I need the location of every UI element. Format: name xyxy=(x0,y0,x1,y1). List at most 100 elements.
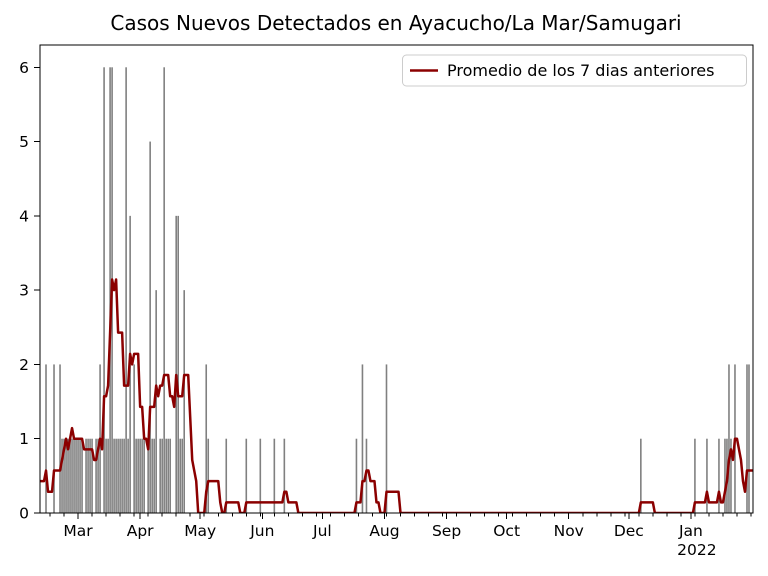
daily-cases-bar xyxy=(69,438,71,513)
daily-cases-bar xyxy=(81,438,83,513)
y-tick-label: 2 xyxy=(19,356,29,374)
daily-cases-bar xyxy=(117,438,119,513)
daily-cases-bar xyxy=(107,438,109,513)
daily-cases-bar xyxy=(61,438,63,513)
daily-cases-bar xyxy=(169,438,171,513)
daily-cases-bar xyxy=(143,438,145,513)
daily-cases-bar xyxy=(385,364,388,513)
daily-cases-bar xyxy=(355,438,358,513)
daily-cases-bar xyxy=(728,364,730,513)
daily-cases-bar xyxy=(77,438,79,513)
daily-cases-bar xyxy=(105,438,107,513)
daily-cases-bar xyxy=(748,364,750,513)
daily-cases-bar xyxy=(127,438,129,513)
daily-cases-bar xyxy=(91,438,93,513)
daily-cases-bar xyxy=(109,67,111,513)
daily-cases-bar xyxy=(73,438,75,513)
daily-cases-bar xyxy=(640,438,642,513)
daily-cases-bar xyxy=(53,364,55,513)
x-tick-label: Mar xyxy=(63,522,93,540)
x-tick-label: Apr xyxy=(127,522,154,540)
x-tick-label: May xyxy=(184,522,216,540)
daily-cases-bar xyxy=(79,438,81,513)
chart-title: Casos Nuevos Detectados en Ayacucho/La M… xyxy=(110,11,681,35)
daily-cases-bar xyxy=(165,438,167,513)
daily-cases-bar xyxy=(175,215,177,513)
daily-cases-bar xyxy=(151,438,153,513)
daily-cases-bar xyxy=(181,438,183,513)
daily-cases-bar xyxy=(89,438,91,513)
x-tick-label: Jan xyxy=(678,522,703,540)
daily-cases-bar xyxy=(113,438,115,513)
daily-cases-bar xyxy=(119,438,121,513)
daily-cases-bar xyxy=(730,438,732,513)
daily-cases-bar xyxy=(85,438,87,513)
daily-cases-bar xyxy=(141,438,143,513)
plot-border xyxy=(39,44,754,514)
legend: Promedio de los 7 dias anteriores xyxy=(402,54,747,87)
daily-cases-bar xyxy=(103,67,105,513)
daily-cases-bar xyxy=(63,438,65,513)
x-tick-label: Nov xyxy=(554,522,584,540)
x-tick-label: Jul xyxy=(312,522,332,540)
daily-cases-bar xyxy=(97,438,99,513)
daily-cases-bar xyxy=(45,364,47,513)
daily-cases-bar xyxy=(694,438,696,513)
daily-cases-bar xyxy=(183,290,185,513)
daily-cases-bar xyxy=(718,438,720,513)
y-tick-label: 6 xyxy=(19,59,29,77)
daily-cases-bar xyxy=(205,364,208,513)
daily-cases-bar xyxy=(207,438,210,513)
y-tick-label: 0 xyxy=(19,505,29,523)
x-tick-label: Dec xyxy=(614,522,644,540)
y-tick-label: 4 xyxy=(19,207,29,225)
daily-cases-bar xyxy=(65,438,67,513)
daily-cases-bar xyxy=(153,438,155,513)
daily-cases-bar xyxy=(75,438,77,513)
daily-cases-bar xyxy=(147,438,149,513)
legend-label: Promedio de los 7 dias anteriores xyxy=(447,61,714,80)
x-axis-year-label: 2022 xyxy=(677,541,716,559)
y-tick-label: 1 xyxy=(19,430,29,448)
daily-cases-bars xyxy=(45,67,750,513)
daily-cases-bar xyxy=(155,290,157,513)
daily-cases-bar xyxy=(706,438,708,513)
daily-cases-bar xyxy=(361,364,364,513)
daily-cases-bar xyxy=(95,438,97,513)
daily-cases-bar xyxy=(179,438,181,513)
daily-cases-bar xyxy=(133,364,135,513)
daily-cases-bar xyxy=(167,438,169,513)
seven-day-average-line xyxy=(40,278,753,513)
daily-cases-bar xyxy=(225,438,228,513)
daily-cases-bar xyxy=(71,438,73,513)
daily-cases-bar xyxy=(159,438,161,513)
x-tick-label: Jun xyxy=(249,522,274,540)
legend-box xyxy=(402,54,747,87)
daily-cases-bar xyxy=(115,438,117,513)
y-tick-label: 5 xyxy=(19,133,29,151)
x-tick-label: Oct xyxy=(493,522,520,540)
daily-cases-bar xyxy=(161,438,163,513)
x-tick-label: Sep xyxy=(432,522,461,540)
daily-cases-bar xyxy=(59,364,61,513)
daily-cases-bar xyxy=(724,438,726,513)
axes: 0 1 2 3 4 5 6 Mar Apr May Jun Jul Aug Sep Oct Nov Dec Jan… xyxy=(19,44,754,559)
daily-cases-bar xyxy=(135,438,137,513)
y-tick-label: 3 xyxy=(19,282,29,300)
daily-cases-bar xyxy=(139,438,141,513)
daily-cases-bar xyxy=(87,438,89,513)
average-line xyxy=(40,278,753,513)
daily-cases-bar xyxy=(67,438,69,513)
daily-cases-bar xyxy=(245,438,248,513)
daily-cases-bar xyxy=(149,141,151,513)
x-tick-label: Aug xyxy=(369,522,399,540)
daily-cases-bar xyxy=(746,364,748,513)
daily-cases-bar xyxy=(123,438,125,513)
daily-cases-bar xyxy=(137,438,139,513)
daily-cases-bar xyxy=(283,438,286,513)
daily-cases-bar xyxy=(121,438,123,513)
daily-cases-bar xyxy=(259,438,262,513)
daily-cases-bar xyxy=(125,67,127,513)
